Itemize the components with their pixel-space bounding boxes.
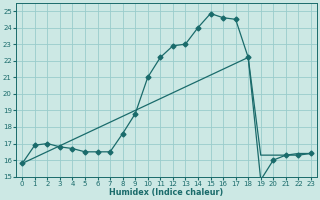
X-axis label: Humidex (Indice chaleur): Humidex (Indice chaleur) xyxy=(109,188,224,197)
